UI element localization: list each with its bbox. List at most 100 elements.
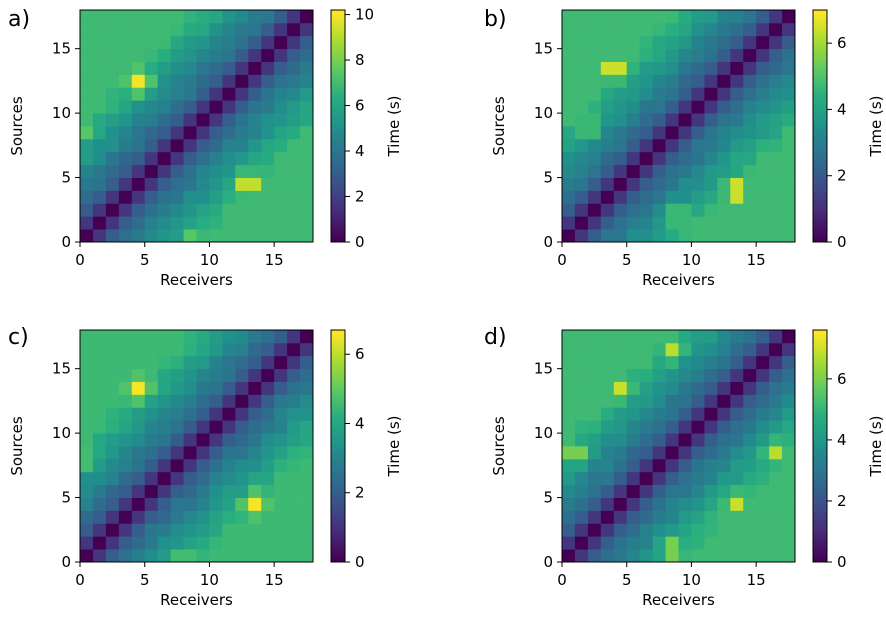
heatmap-cell [92, 484, 107, 498]
heatmap-cell [756, 471, 770, 486]
heatmap-cell [600, 549, 615, 563]
heatmap-cell [157, 342, 172, 357]
heatmap-cell [652, 151, 666, 166]
heatmap-cell [131, 355, 146, 370]
colorbar-segment [331, 164, 345, 170]
heatmap-cell [287, 177, 301, 191]
colorbar-segment [813, 507, 827, 513]
heatmap-cell [248, 151, 262, 166]
heatmap-cell [261, 549, 275, 563]
heatmap-cell [80, 355, 94, 370]
x-tick-label: 0 [75, 251, 85, 269]
heatmap-cell [639, 446, 654, 460]
colorbar-segment [813, 95, 827, 100]
heatmap-cell [613, 100, 628, 114]
heatmap-cell [144, 138, 159, 153]
colorbar-tick-label: 2 [355, 484, 365, 502]
heatmap-cell [626, 100, 641, 114]
x-tick-label: 10 [682, 571, 701, 589]
heatmap-cell [574, 151, 589, 166]
heatmap-cell [756, 549, 770, 563]
heatmap-cell [587, 523, 602, 537]
heatmap-cell [743, 342, 757, 357]
heatmap-cell [769, 126, 783, 140]
heatmap-cell [691, 394, 705, 408]
heatmap-cell [704, 35, 718, 50]
heatmap-cell [678, 138, 692, 153]
heatmap-cell [131, 549, 146, 563]
heatmap-cell [600, 177, 615, 191]
heatmap-cell [613, 229, 628, 243]
heatmap-cell [274, 87, 288, 101]
heatmap-cell [587, 497, 602, 511]
colorbar-segment [331, 488, 345, 493]
colorbar-segment [813, 515, 827, 520]
colorbar-segment [813, 102, 827, 108]
colorbar-segment [331, 160, 345, 166]
heatmap-cell [717, 74, 731, 88]
heatmap-cell [235, 381, 249, 395]
heatmap-cell [300, 368, 314, 382]
heatmap-cell [105, 61, 120, 75]
plot-frame [561, 329, 796, 563]
colorbar-segment [331, 95, 345, 100]
heatmap-cell [157, 100, 172, 114]
heatmap-cell [274, 126, 288, 140]
heatmap-cell [678, 177, 692, 191]
heatmap-cell [769, 216, 783, 230]
colorbar-segment [331, 465, 345, 470]
heatmap-cell [274, 10, 288, 24]
heatmap-cell [248, 164, 262, 178]
heatmap-cell [157, 61, 172, 75]
heatmap-cell [691, 164, 705, 178]
heatmap-cell [118, 394, 133, 408]
heatmap-cell [769, 48, 783, 62]
colorbar-segment [331, 218, 345, 224]
heatmap-cell [574, 484, 589, 498]
heatmap-cell [704, 190, 718, 204]
heatmap-cell [600, 10, 615, 24]
colorbar-segment [813, 330, 827, 335]
heatmap-cell [562, 113, 576, 127]
heatmap-cell [105, 536, 120, 550]
heatmap-cell [235, 164, 249, 178]
colorbar-segment [331, 403, 345, 408]
heatmap-cell [144, 446, 159, 460]
heatmap-cell [691, 510, 705, 524]
heatmap-cell [600, 381, 615, 395]
heatmap-cell [287, 138, 301, 153]
heatmap-cell [587, 74, 602, 88]
heatmap-cell [626, 497, 641, 511]
y-tick-label: 0 [543, 233, 553, 251]
heatmap-cell [562, 126, 576, 140]
heatmap-cell [639, 381, 654, 395]
heatmap-cell [300, 87, 314, 101]
heatmap-cell [769, 22, 783, 37]
heatmap-cell [665, 497, 679, 511]
heatmap-cell [665, 342, 679, 357]
heatmap-cell [704, 126, 718, 140]
colorbar-segment [331, 149, 345, 154]
heatmap-cell [261, 177, 275, 191]
heatmap-cell [587, 113, 602, 127]
heatmap-cell [209, 229, 223, 243]
heatmap-cell [730, 151, 744, 166]
heatmap-cell [769, 190, 783, 204]
heatmap-cell [756, 61, 770, 75]
heatmap-cell [743, 536, 757, 550]
heatmap-cell [756, 446, 770, 460]
heatmap-cell [144, 61, 159, 75]
heatmap-cell [652, 138, 666, 153]
heatmap-cell [665, 216, 679, 230]
heatmap-cell [287, 458, 301, 473]
heatmap-cell [274, 484, 288, 498]
colorbar-segment [331, 75, 345, 81]
colorbar-segment [331, 48, 345, 54]
heatmap-cell [157, 394, 172, 408]
colorbar-segment [813, 434, 827, 439]
colorbar-segment [813, 519, 827, 524]
heatmap-cell [170, 151, 184, 166]
colorbar-segment [331, 438, 345, 443]
heatmap-cell [743, 190, 757, 204]
heatmap-cell [131, 138, 146, 153]
